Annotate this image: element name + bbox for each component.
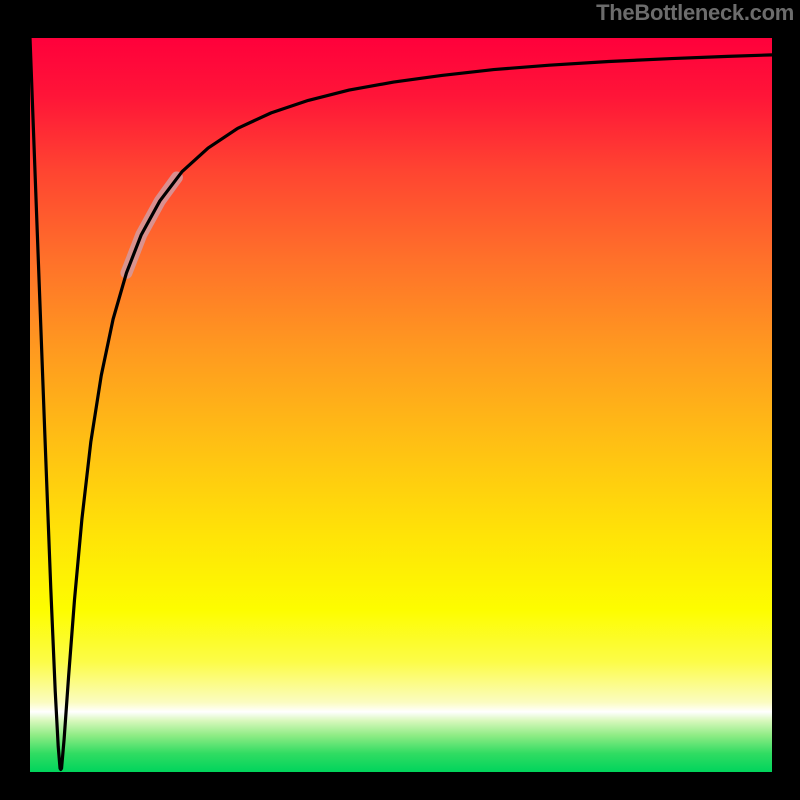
watermark-text: TheBottleneck.com: [596, 0, 794, 26]
bottleneck-chart: [0, 0, 800, 800]
plot-background: [30, 38, 772, 772]
